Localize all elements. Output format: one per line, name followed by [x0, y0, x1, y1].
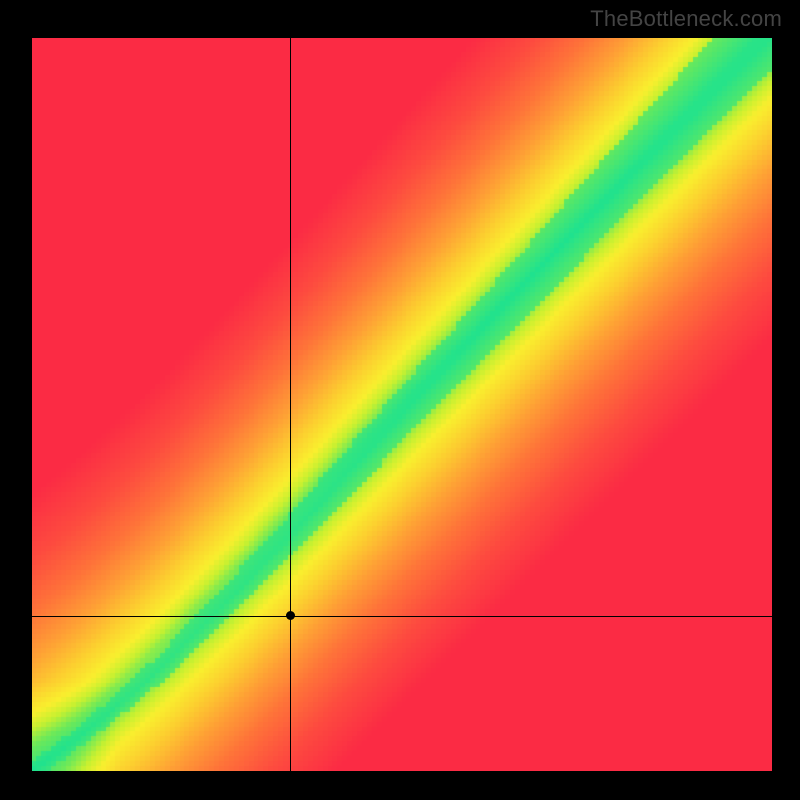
- watermark-text: TheBottleneck.com: [590, 6, 782, 32]
- crosshair-vertical: [290, 38, 291, 771]
- frame-border-left: [0, 0, 32, 800]
- frame-border-bottom: [0, 771, 800, 800]
- bottleneck-heatmap: [32, 38, 772, 771]
- frame-border-right: [772, 0, 800, 800]
- crosshair-horizontal: [32, 616, 772, 617]
- crosshair-marker: [286, 611, 295, 620]
